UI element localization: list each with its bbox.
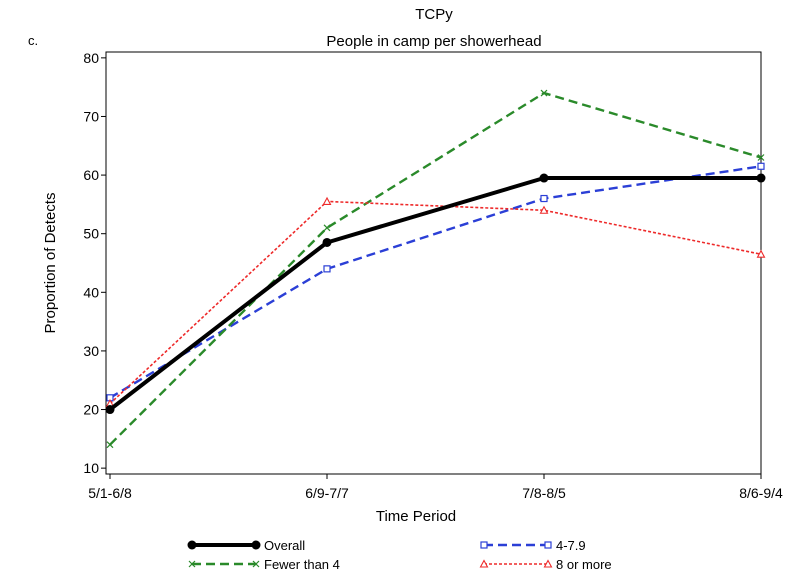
series-line-overall — [108, 176, 761, 412]
legend-marker-end-8-or-more — [543, 559, 553, 568]
y-tick-label-30: 30 — [83, 343, 99, 359]
y-tick-label-80: 80 — [83, 50, 99, 66]
point-8-or-more-2 — [539, 205, 549, 214]
point-8-or-more-1 — [322, 196, 332, 206]
chart-subtitle: People in camp per showerhead — [326, 33, 541, 50]
point-8-or-more-3 — [756, 249, 766, 258]
x-tick-label-2: 7/8-8/5 — [522, 485, 566, 501]
y-tick-label-40: 40 — [83, 284, 99, 300]
y-axis: 10 20 30 40 50 60 70 80 — [83, 50, 106, 476]
y-axis-label: Proportion of Detects — [42, 193, 59, 334]
x-axis: 5/1-6/8 6/9-7/7 7/8-8/5 8/6-9/4 — [88, 474, 783, 501]
y-tick-label-50: 50 — [83, 226, 99, 242]
legend-marker-start-8-or-more — [479, 559, 489, 568]
point-overall-1 — [322, 237, 332, 247]
legend-item-fewer-than-4: Fewer than 4 — [188, 557, 340, 572]
legend-marker-end-4-7-9 — [544, 541, 552, 549]
series-line-8-or-more — [109, 200, 762, 405]
legend-item-4-7-9: 4-7.9 — [480, 538, 586, 553]
x-tick-label-1: 6/9-7/7 — [305, 485, 349, 501]
series-8-or-more — [105, 196, 766, 408]
legend-marker-start-4-7-9 — [480, 541, 488, 549]
legend: Overall Fewer than 4 4-7.9 8 or more — [187, 538, 612, 572]
legend-label-fewer-than-4: Fewer than 4 — [264, 557, 340, 572]
point-4-7-9-1 — [323, 265, 331, 273]
point-fewer-than-4-3 — [757, 154, 765, 161]
series-line-4-7-9 — [109, 165, 762, 399]
point-overall-3 — [756, 173, 766, 183]
y-tick-label-10: 10 — [83, 460, 99, 476]
plot-frame — [105, 51, 762, 475]
legend-marker-start-overall — [187, 540, 197, 550]
point-4-7-9-2 — [540, 194, 548, 203]
series-overall — [105, 173, 766, 415]
point-fewer-than-4-1 — [323, 224, 331, 232]
point-fewer-than-4-0 — [106, 441, 114, 449]
y-tick-label-20: 20 — [83, 402, 99, 418]
chart-title: TCPy — [415, 6, 453, 23]
point-4-7-9-3 — [757, 162, 765, 170]
legend-label-4-7-9: 4-7.9 — [556, 538, 586, 553]
series-layer — [105, 89, 766, 449]
legend-item-8-or-more: 8 or more — [479, 557, 612, 572]
legend-label-8-or-more: 8 or more — [556, 557, 612, 572]
x-tick-label-0: 5/1-6/8 — [88, 485, 132, 501]
legend-marker-end-overall — [251, 540, 261, 550]
legend-marker-end-fewer-than-4 — [252, 560, 260, 568]
point-overall-0 — [105, 405, 115, 415]
panel-label: c. — [28, 33, 38, 48]
series-line-fewer-than-4 — [109, 91, 762, 446]
series-fewer-than-4 — [106, 89, 765, 449]
y-tick-label-60: 60 — [83, 167, 99, 183]
point-fewer-than-4-2 — [540, 89, 548, 97]
legend-label-overall: Overall — [264, 538, 305, 553]
series-4-7-9 — [106, 162, 765, 402]
point-overall-2 — [539, 173, 549, 183]
x-axis-label: Time Period — [376, 508, 456, 525]
legend-marker-start-fewer-than-4 — [188, 560, 196, 568]
legend-item-overall: Overall — [187, 538, 305, 553]
x-tick-label-3: 8/6-9/4 — [739, 485, 783, 501]
y-tick-label-70: 70 — [83, 108, 99, 124]
